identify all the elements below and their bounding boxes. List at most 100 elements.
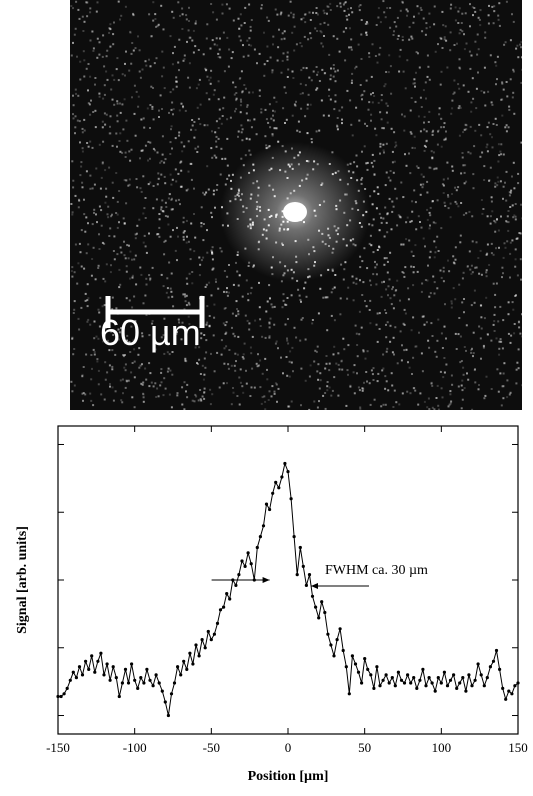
speckle-dot	[458, 66, 461, 69]
speckle-dot	[206, 251, 209, 254]
speckle-dot	[334, 94, 337, 97]
speckle-dot	[475, 87, 478, 90]
speckle-dot	[376, 61, 379, 64]
speckle-dot	[80, 306, 83, 309]
speckle-dot	[167, 296, 170, 299]
speckle-dot	[81, 127, 84, 130]
speckle-dot	[431, 200, 434, 203]
speckle-dot	[214, 131, 217, 134]
speckle-dot	[388, 197, 391, 200]
speckle-dot	[300, 69, 303, 72]
speckle-dot	[426, 180, 429, 183]
speckle-dot	[408, 38, 411, 41]
speckle-dot	[260, 111, 263, 114]
speckle-dot	[452, 255, 455, 258]
speckle-dot	[128, 341, 131, 344]
speckle-dot	[498, 2, 501, 5]
speckle-dot	[161, 75, 164, 78]
speckle-dot	[190, 178, 193, 181]
speckle-dot	[206, 165, 209, 168]
speckle-dot	[461, 389, 464, 392]
data-point	[77, 665, 82, 669]
speckle-dot	[497, 180, 500, 183]
speckle-dot	[282, 299, 285, 302]
speckle-dot	[116, 114, 119, 117]
speckle-dot	[389, 7, 392, 9]
speckle-dot	[484, 36, 487, 39]
speckle-dot	[480, 199, 483, 201]
speckle-dot	[226, 118, 229, 121]
speckle-dot	[271, 306, 274, 309]
speckle-dot	[86, 320, 89, 323]
speckle-dot	[396, 224, 399, 227]
speckle-dot	[182, 216, 185, 219]
speckle-dot	[457, 385, 460, 388]
speckle-dot	[358, 333, 361, 336]
speckle-dot	[509, 241, 512, 244]
speckle-dot	[302, 17, 305, 19]
speckle-dot	[498, 340, 501, 343]
speckle-dot	[234, 110, 236, 113]
speckle-dot	[346, 369, 349, 372]
speckle-dot	[220, 339, 223, 342]
speckle-dot	[122, 392, 124, 395]
speckle-dot	[445, 363, 448, 366]
speckle-dot	[232, 283, 235, 286]
speckle-dot	[171, 147, 173, 150]
data-point	[111, 665, 115, 669]
speckle-dot	[479, 24, 482, 27]
speckle-dot	[263, 31, 265, 34]
speckle-dot	[192, 29, 195, 32]
speckle-dot	[142, 396, 145, 399]
speckle-dot	[170, 108, 173, 111]
speckle-dot	[97, 267, 100, 269]
speckle-dot	[314, 27, 317, 30]
speckle-dot	[374, 55, 377, 57]
speckle-dot	[170, 272, 173, 275]
data-point	[427, 676, 431, 680]
speckle-dot	[80, 265, 83, 268]
data-point	[200, 638, 204, 642]
speckle-dot	[238, 35, 241, 38]
speckle-dot	[231, 51, 234, 54]
speckle-dot	[150, 35, 153, 38]
speckle-dot	[359, 408, 362, 410]
speckle-dot	[419, 96, 422, 99]
speckle-dot	[292, 16, 295, 19]
speckle-dot	[224, 183, 227, 186]
speckle-dot	[422, 315, 425, 318]
speckle-dot	[224, 332, 227, 335]
speckle-dot	[265, 310, 268, 313]
speckle-dot	[371, 373, 374, 376]
speckle-dot	[106, 213, 109, 216]
speckle-dot	[172, 16, 175, 19]
speckle-dot	[149, 65, 152, 68]
speckle-dot	[328, 95, 330, 97]
data-point	[80, 673, 85, 677]
speckle-dot	[518, 320, 520, 323]
speckle-dot	[506, 396, 509, 399]
speckle-dot	[491, 146, 494, 149]
speckle-dot	[248, 328, 251, 331]
data-point	[90, 654, 94, 658]
speckle-dot	[163, 253, 166, 256]
speckle-dot	[266, 45, 269, 48]
speckle-dot	[211, 393, 214, 396]
speckle-dot	[187, 170, 190, 173]
speckle-dot	[277, 140, 280, 143]
speckle-dot	[356, 165, 359, 168]
speckle-dot	[493, 320, 496, 323]
speckle-dot	[364, 122, 366, 125]
speckle-dot	[479, 155, 482, 158]
speckle-dot	[483, 179, 486, 181]
speckle-dot	[391, 210, 394, 213]
speckle-dot	[457, 83, 460, 86]
speckle-dot	[433, 5, 436, 8]
speckle-dot	[160, 208, 163, 211]
speckle-dot	[403, 323, 406, 326]
speckle-dot	[273, 305, 276, 308]
speckle-dot	[113, 235, 116, 238]
speckle-dot	[237, 135, 239, 138]
speckle-dot	[436, 235, 439, 238]
speckle-dot	[515, 47, 518, 50]
